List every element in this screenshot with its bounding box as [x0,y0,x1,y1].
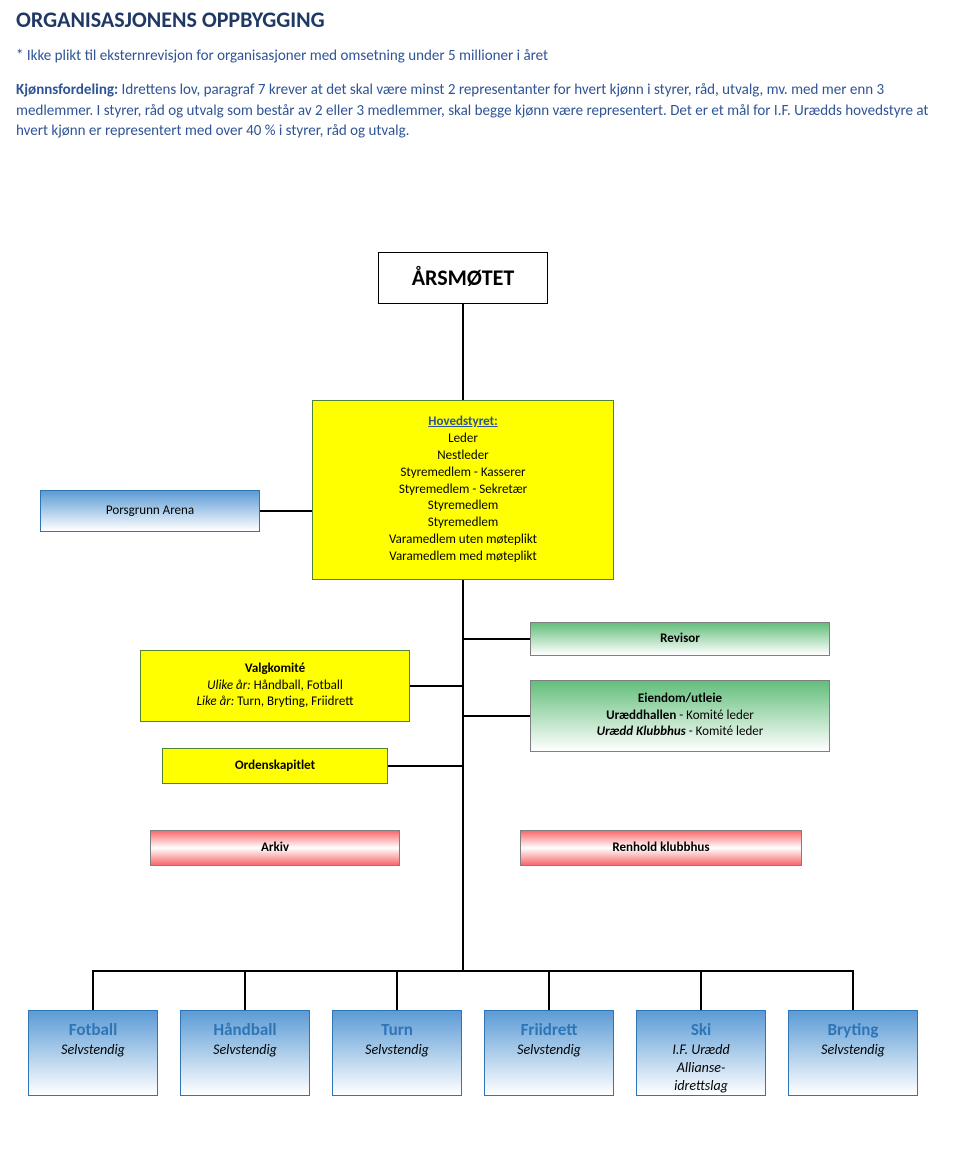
hovedstyret-box: Hovedstyret: LederNestlederStyremedlem -… [312,400,614,580]
intro-note: * Ikke plikt til eksternrevisjon for org… [16,46,936,66]
sport-sub: Selvstendig [213,1041,277,1059]
ordenskapitlet-label: Ordenskapitlet [235,758,315,775]
sport-sub: Allianse- [677,1059,726,1077]
eiendom-l2-rest: - Komité leder [686,724,764,739]
intro-body: Kjønnsfordeling: Idrettens lov, paragraf… [16,80,936,141]
ordenskapitlet-box: Ordenskapitlet [162,748,388,784]
connector [396,970,398,1010]
connector [244,970,246,1010]
connector [463,638,530,640]
arkiv-box: Arkiv [150,830,400,866]
valgkomite-line-1: Ulike år: Håndball, Fotball [207,678,343,695]
valgkomite-l1-rest: Håndball, Fotball [251,678,343,693]
sport-sub: Selvstendig [517,1041,581,1059]
connector [410,685,463,687]
hovedstyret-line: Styremedlem - Sekretær [389,482,537,499]
valgkomite-l2-rest: Turn, Bryting, Friidrett [234,694,353,709]
hovedstyret-line: Styremedlem - Kasserer [389,465,537,482]
connector [852,970,854,1010]
connector [462,304,464,400]
hovedstyret-line: Styremedlem [389,498,537,515]
hovedstyret-line: Varamedlem med møteplikt [389,549,537,566]
valgkomite-l1-prefix: Ulike år: [207,678,251,693]
intro-block: * Ikke plikt til eksternrevisjon for org… [16,46,936,141]
connector [548,970,550,1010]
sport-box: BrytingSelvstendig [788,1010,918,1096]
sport-name: Bryting [828,1019,879,1041]
eiendom-box: Eiendom/utleie Uræddhallen - Komité lede… [530,680,830,752]
intro-rest: Idrettens lov, paragraf 7 krever at det … [16,81,928,140]
arsmotet-box: ÅRSMØTET [378,252,548,304]
sport-name: Fotball [69,1019,118,1041]
renhold-label: Renhold klubbhus [612,840,709,857]
eiendom-line-2: Urædd Klubbhus - Komité leder [597,724,764,741]
arsmotet-label: ÅRSMØTET [412,264,515,293]
connector [93,970,853,972]
eiendom-l1-rest: - Komité leder [676,708,754,723]
porsgrunn-label: Porsgrunn Arena [106,503,194,520]
connector [700,970,702,1010]
porsgrunn-arena-box: Porsgrunn Arena [40,490,260,532]
sport-box: SkiI.F. UræddAllianse-idrettslag [636,1010,766,1096]
sport-sub: idrettslag [674,1077,728,1095]
valgkomite-line-2: Like år: Turn, Bryting, Friidrett [197,694,354,711]
hovedstyret-line: Nestleder [389,448,537,465]
hovedstyret-line: Styremedlem [389,515,537,532]
sport-name: Friidrett [521,1019,578,1041]
sport-name: Håndball [213,1019,276,1041]
valgkomite-title: Valgkomité [245,661,305,678]
sport-box: FriidrettSelvstendig [484,1010,614,1096]
connector [92,970,94,1010]
sport-box: TurnSelvstendig [332,1010,462,1096]
eiendom-title: Eiendom/utleie [638,691,722,708]
valgkomite-box: Valgkomité Ulike år: Håndball, Fotball L… [140,650,410,722]
revisor-label: Revisor [660,631,700,648]
sport-box: FotballSelvstendig [28,1010,158,1096]
sport-sub: Selvstendig [365,1041,429,1059]
connector [260,510,312,512]
eiendom-line-1: Uræddhallen - Komité leder [606,708,754,725]
revisor-box: Revisor [530,622,830,656]
sport-sub: Selvstendig [821,1041,885,1059]
renhold-box: Renhold klubbhus [520,830,802,866]
connector [388,765,463,767]
intro-runin: Kjønnsfordeling: [16,81,118,99]
sport-name: Ski [691,1019,711,1041]
sport-name: Turn [381,1019,413,1041]
valgkomite-l2-prefix: Like år: [197,694,235,709]
sport-sub: I.F. Urædd [672,1041,729,1059]
sport-sub: Selvstendig [61,1041,125,1059]
sport-box: HåndballSelvstendig [180,1010,310,1096]
hovedstyret-title: Hovedstyret: [428,414,497,431]
arkiv-label: Arkiv [261,840,289,857]
eiendom-l2-prefix: Urædd Klubbhus [597,724,686,739]
hovedstyret-line: Varamedlem uten møteplikt [389,532,537,549]
hovedstyret-line: Leder [389,431,537,448]
page-title: ORGANISASJONENS OPPBYGGING [16,6,325,33]
connector [463,715,530,717]
eiendom-l1-prefix: Uræddhallen [606,708,676,723]
